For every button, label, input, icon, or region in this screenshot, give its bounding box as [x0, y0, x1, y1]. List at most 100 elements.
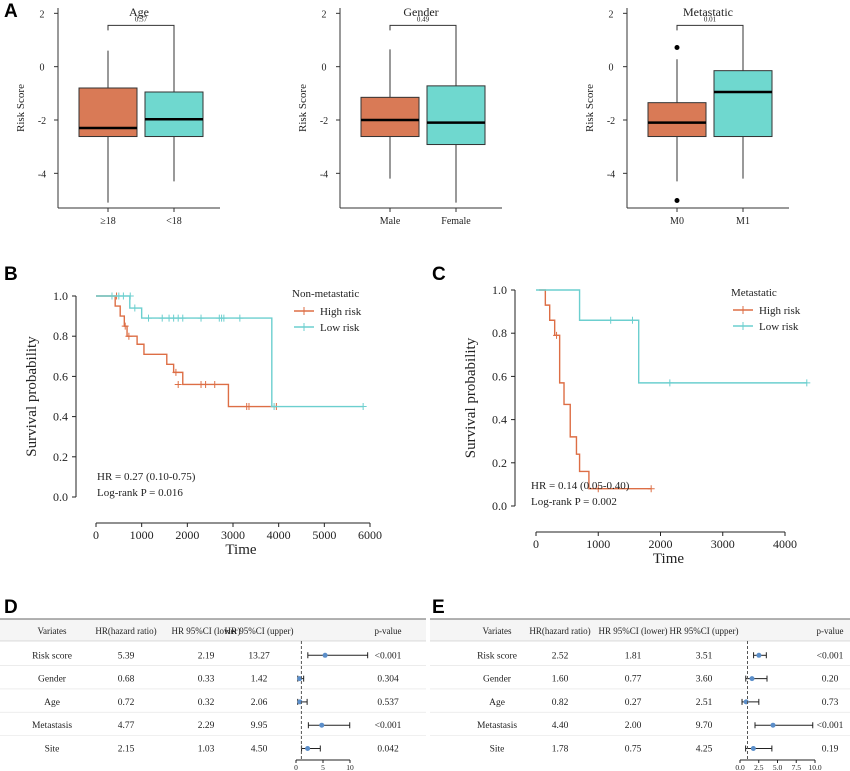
forest-d-cell: 0.72: [118, 698, 135, 708]
forest-d-column-header: HR 95%CI (upper): [225, 626, 294, 636]
boxplot-gender-bracket: [389, 24, 457, 31]
km-b-y-tick-label: 1.0: [53, 289, 68, 303]
forest-d-cell: 4.77: [118, 721, 135, 731]
boxplot-metastatic-y-tick-label: 2: [609, 9, 614, 20]
forest-e-header-bg: [430, 619, 850, 641]
boxplot-gender-box-0: [360, 96, 420, 138]
km-b-y-tick-label: 0.0: [53, 490, 68, 504]
boxplot-gender-y-label: Risk Score: [297, 84, 309, 132]
km-b-censor-mark: [197, 314, 205, 322]
forest-e-cell: 1.60: [552, 675, 569, 685]
km-c-annotation: Log-rank P = 0.002: [531, 496, 617, 508]
forest-d-cell: 2.06: [251, 698, 268, 708]
forest-e-cell: 0.82: [552, 698, 569, 708]
km-b-x-tick-label: 2000: [175, 528, 199, 542]
km-b-x-tick-label: 0: [93, 528, 99, 542]
boxplot-gender-title: Gender: [403, 5, 438, 19]
forest-d-column-header: HR(hazard ratio): [95, 626, 156, 636]
km-b-x-tick-label: 1000: [130, 528, 154, 542]
forest-e-ci-cap: [745, 675, 768, 682]
forest-e-cell: 0.27: [625, 698, 642, 708]
km-c-censor-mark: [594, 485, 602, 493]
forest-e-hr-point: [770, 722, 776, 728]
boxplot-metastatic-box-0: [647, 102, 707, 138]
forest-e-forest-tick-label: 7.5: [792, 763, 802, 771]
boxplot-age-box-1: [144, 91, 204, 138]
forest-e-ci-cap: [741, 698, 760, 705]
forest-d-ci-cap: [307, 652, 369, 659]
forest-e-cell: Age: [489, 698, 505, 708]
boxplot-gender-x-tick-label: Male: [380, 216, 401, 227]
km-b-x-tick-label: 6000: [358, 528, 382, 542]
km-b-censor-mark: [359, 403, 367, 411]
boxplot-metastatic-y-label: Risk Score: [584, 84, 596, 132]
forest-d-header-bg: [0, 619, 426, 641]
km-b-censor-mark: [202, 380, 210, 388]
boxplot-age-y-tick-label: 2: [40, 9, 45, 20]
forest-d-cell: 5.39: [118, 651, 135, 661]
boxplot-metastatic-y-tick-label: -2: [607, 116, 615, 127]
km-c-y-label: Survival probability: [463, 337, 479, 458]
km-c-y-tick-label: 0.0: [492, 499, 507, 513]
km-b-censor-mark: [125, 332, 133, 340]
forest-e-cell: 2.51: [696, 698, 713, 708]
boxplot-gender-x-tick-label: Female: [441, 216, 471, 227]
boxplot-metastatic-x-tick-label: M0: [670, 216, 684, 227]
km-c-x-tick-label: 2000: [649, 537, 673, 551]
forest-e-cell: 0.77: [625, 675, 642, 685]
forest-d-cell: <0.001: [375, 721, 402, 731]
boxplot-gender-y-tick-label: -2: [320, 116, 328, 127]
km-b-y-tick-label: 0.8: [53, 329, 68, 343]
forest-e-cell: Gender: [483, 675, 512, 685]
forest-d-cell: 2.15: [118, 745, 135, 755]
forest-d-hr-point: [319, 722, 325, 728]
km-b-x-label: Time: [225, 542, 256, 558]
forest-e-cell: 0.19: [822, 745, 839, 755]
forest-e-column-header: p-value: [817, 626, 844, 636]
forest-e-cell: 1.81: [625, 651, 642, 661]
boxplot-age-title: Age: [129, 5, 149, 19]
km-b-censor-mark: [220, 314, 228, 322]
forest-e-cell: <0.001: [817, 721, 844, 731]
forest-e-forest-tick-label: 2.5: [754, 763, 764, 771]
forest-d-cell: 0.042: [377, 745, 399, 755]
forest-d-forest-tick-label: 5: [321, 763, 325, 771]
panel-letter-E: E: [432, 597, 445, 618]
boxplot-gender-y-tick-label: 0: [322, 63, 327, 74]
boxplot-age-box-0: [78, 87, 138, 138]
km-b-censor-mark: [211, 380, 219, 388]
km-c-x-label: Time: [653, 551, 684, 567]
boxplot-age-x-tick-label: ≥18: [100, 216, 116, 227]
forest-d-forest-tick-label: 10: [346, 763, 354, 771]
forest-d-ci-cap: [307, 722, 351, 729]
forest-e-cell: 0.75: [625, 745, 642, 755]
boxplot-metastatic-bracket: [676, 24, 744, 31]
km-b-censor-mark: [174, 380, 182, 388]
boxplot-age-bracket: [107, 24, 175, 31]
boxplot-gender-y-tick-label: 2: [322, 9, 327, 20]
km-c-censor-mark: [553, 331, 561, 339]
forest-e-cell: Metastasis: [477, 721, 517, 731]
km-c-y-tick-label: 0.6: [492, 369, 507, 383]
forest-e-cell: <0.001: [817, 651, 844, 661]
forest-e-cell: 3.60: [696, 675, 713, 685]
forest-d-cell: 2.19: [198, 651, 215, 661]
forest-e-cell: 9.70: [696, 721, 713, 731]
boxplot-age-pvalue: 0.57: [135, 15, 148, 23]
km-c-y-tick-label: 0.2: [492, 456, 507, 470]
boxplot-metastatic-box-1: [713, 70, 773, 138]
km-b-y-tick-label: 0.2: [53, 450, 68, 464]
forest-d-cell: 9.95: [251, 721, 268, 731]
km-c-x-tick-label: 3000: [711, 537, 735, 551]
forest-e-hr-point: [749, 676, 755, 682]
boxplot-age-y-tick-label: -2: [38, 116, 46, 127]
km-b-x-tick-label: 3000: [221, 528, 245, 542]
km-b-censor-mark: [121, 322, 129, 330]
km-b-censor-mark: [126, 292, 134, 300]
km-b-censor-mark: [145, 314, 153, 322]
forest-d-cell: 1.03: [198, 745, 215, 755]
km-b-x-tick-label: 4000: [267, 528, 291, 542]
boxplot-age-y-tick-label: -4: [38, 169, 46, 180]
forest-d-cell: Metastasis: [32, 721, 72, 731]
